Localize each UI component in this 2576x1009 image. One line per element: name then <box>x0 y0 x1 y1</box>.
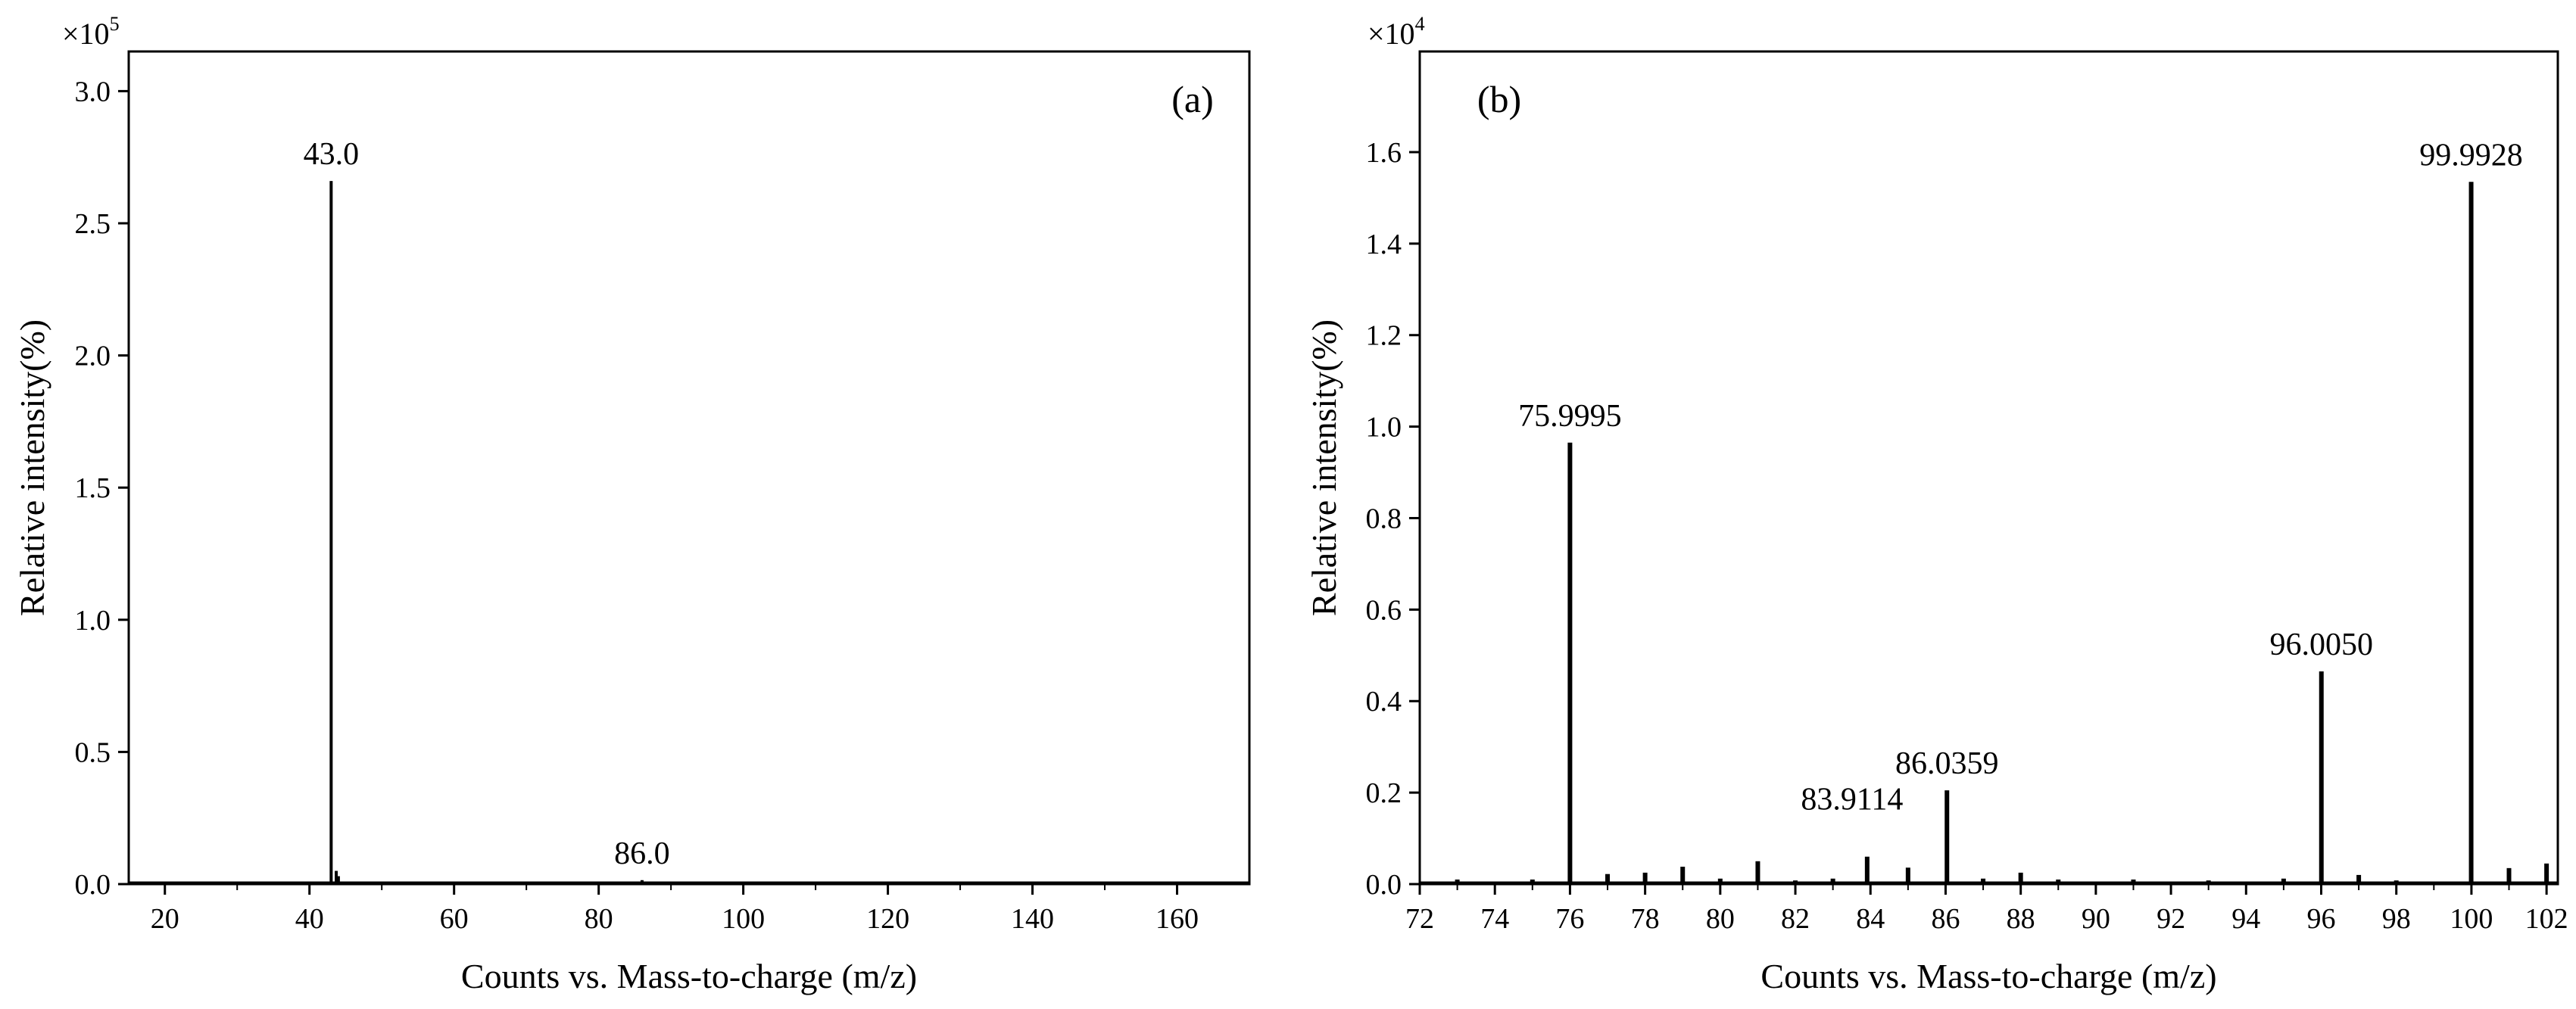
x-tick-label: 78 <box>1631 903 1660 935</box>
x-tick-label: 86 <box>1931 903 1960 935</box>
x-tick-label: 80 <box>585 903 613 935</box>
x-tick-label: 160 <box>1155 903 1199 935</box>
peak-label: 86.0359 <box>1895 746 1999 781</box>
y-tick-label: 1.5 <box>75 472 111 504</box>
x-tick-label: 94 <box>2231 903 2260 935</box>
peak-label: 43.0 <box>304 137 360 172</box>
x-tick-label: 40 <box>295 903 324 935</box>
peak-label: 75.9995 <box>1518 399 1622 434</box>
peak-label: 99.9928 <box>2419 138 2523 173</box>
y-tick-label: 1.6 <box>1366 137 1402 169</box>
x-tick-label: 20 <box>151 903 179 935</box>
y-tick-label: 3.0 <box>75 76 111 107</box>
y-tick-label: 2.0 <box>75 341 111 372</box>
y-tick-label: 1.0 <box>1366 412 1402 444</box>
panel-a-chart: 20 40 60 80 100 120 140 160 0.0 0.5 1.0 1.5 2.0 2.5 3.… <box>13 13 1251 995</box>
x-axis-title: Counts vs. Mass-to-charge (m/z) <box>1760 957 2216 995</box>
x-tick-label: 76 <box>1555 903 1584 935</box>
panel-label: (b) <box>1477 78 1521 120</box>
y-axis-multiplier: ×104 <box>1368 13 1425 51</box>
x-tick-label: 100 <box>722 903 765 935</box>
panel-b-chart: 72 74 76 78 80 82 84 86 88 90 92 94 96 98 100 102 0.0 0.2… <box>1305 13 2568 995</box>
x-tick-label: 102 <box>2525 903 2568 935</box>
y-tick-label: 1.2 <box>1366 320 1402 352</box>
peak-label: 83.9114 <box>1801 783 1903 817</box>
y-tick-label: 0.4 <box>1366 686 1402 718</box>
x-tick-label: 92 <box>2157 903 2185 935</box>
y-axis-multiplier-base: ×10 <box>1368 17 1415 51</box>
x-tick-label: 140 <box>1011 903 1054 935</box>
x-tick-label: 82 <box>1781 903 1810 935</box>
x-tick-label: 120 <box>866 903 909 935</box>
y-tick-label: 1.0 <box>75 605 111 637</box>
x-axis-title: Counts vs. Mass-to-charge (m/z) <box>461 957 917 995</box>
y-tick-label: 0.8 <box>1366 503 1402 534</box>
x-tick-label: 74 <box>1480 903 1509 935</box>
x-tick-label: 60 <box>440 903 469 935</box>
x-tick-label: 72 <box>1405 903 1434 935</box>
x-tick-label: 84 <box>1856 903 1885 935</box>
y-axis-title: Relative intensity(%) <box>13 319 51 616</box>
y-axis-multiplier-base: ×10 <box>62 17 110 51</box>
y-axis-title: Relative intensity(%) <box>1305 319 1343 616</box>
y-tick-label: 0.0 <box>75 869 111 901</box>
y-tick-label: 0.6 <box>1366 594 1402 626</box>
plot-frame <box>1418 50 2559 886</box>
peak-label: 96.0050 <box>2269 628 2373 662</box>
y-tick-label: 0.0 <box>1366 869 1402 901</box>
y-axis-multiplier-exponent: 4 <box>1415 13 1425 35</box>
y-axis-multiplier-exponent: 5 <box>110 13 120 35</box>
x-tick-label: 100 <box>2450 903 2493 935</box>
y-tick-label: 0.2 <box>1366 777 1402 809</box>
y-axis-multiplier: ×105 <box>62 13 120 51</box>
x-tick-label: 80 <box>1706 903 1735 935</box>
y-tick-label: 1.4 <box>1366 229 1402 260</box>
x-tick-label: 90 <box>2082 903 2110 935</box>
x-tick-label: 96 <box>2306 903 2335 935</box>
plot-frame <box>127 50 1251 886</box>
y-tick-label: 2.5 <box>75 208 111 240</box>
peak-label: 86.0 <box>614 836 670 871</box>
panel-label: (a) <box>1171 78 1214 120</box>
x-tick-label: 98 <box>2382 903 2411 935</box>
x-tick-label: 88 <box>2007 903 2035 935</box>
y-tick-label: 0.5 <box>75 737 111 768</box>
